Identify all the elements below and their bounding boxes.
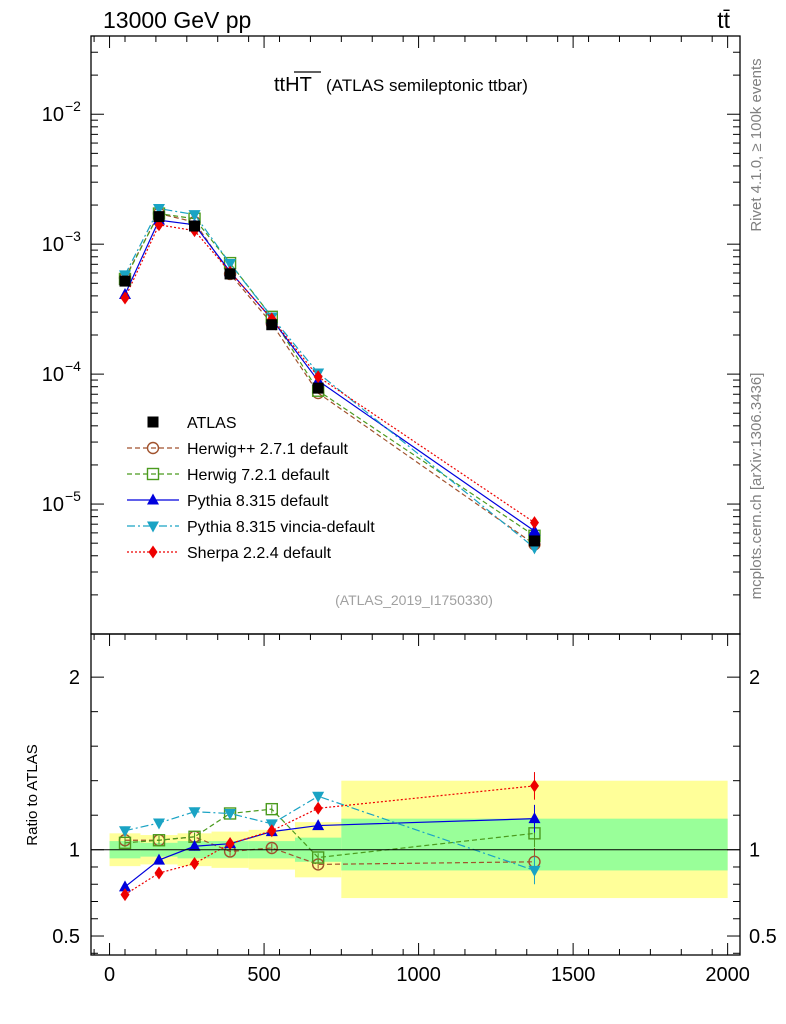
y-main-tick-label: 10 bbox=[42, 494, 64, 516]
pythia-ratio-point bbox=[118, 880, 131, 892]
pythia-ratio-point bbox=[528, 812, 541, 824]
ratio-y-axis-label: Ratio to ATLAS bbox=[24, 744, 41, 845]
y-main-tick-label: 10 bbox=[42, 364, 64, 386]
legend: ATLAS Herwig++ 2.7.1 default Herwig 7.2.1 … bbox=[127, 415, 375, 562]
pythia-ratio-point bbox=[312, 819, 325, 831]
observable-overline: HT bbox=[285, 74, 312, 96]
sherpa-main-point bbox=[529, 516, 539, 530]
herwig7-ratio-point bbox=[311, 851, 325, 864]
observable-prefix: tt bbox=[274, 74, 286, 96]
y-ratio-tick-label-right: 1 bbox=[749, 840, 760, 862]
y-ratio-tick-label-right: 0.5 bbox=[749, 926, 777, 948]
data-legend-marker bbox=[147, 416, 159, 428]
sherpa-main-point bbox=[120, 291, 130, 305]
vincia-ratio-point bbox=[312, 791, 325, 803]
herwig_pp-ratio-point bbox=[265, 841, 278, 855]
observable-description: (ATLAS semileptonic ttbar) bbox=[326, 76, 528, 95]
herwig7-main-curve bbox=[124, 212, 535, 537]
sherpa-ratio-point bbox=[225, 837, 235, 851]
ratio-panel-frame bbox=[90, 633, 741, 956]
y-main-tick-exponent: −2 bbox=[65, 98, 81, 114]
atlas-data-point bbox=[224, 268, 236, 280]
pythia-ratio-point bbox=[152, 853, 165, 865]
atlas-data-point bbox=[189, 220, 201, 232]
atlas-data-point bbox=[119, 275, 131, 287]
sherpa-ratio-point bbox=[154, 866, 164, 880]
pythia-main-curve bbox=[124, 219, 535, 532]
y-ratio-tick-label: 0.5 bbox=[52, 926, 80, 948]
energy-label: 13000 GeV pp bbox=[103, 7, 251, 33]
pythia-legend-label: Pythia 8.315 default bbox=[187, 493, 329, 510]
rivet-version-label: Rivet 4.1.0, ≥ 100k events bbox=[748, 58, 765, 231]
sherpa-ratio-point bbox=[529, 779, 539, 793]
y-ratio-tick-label: 1 bbox=[69, 840, 80, 862]
herwig_pp-legend-marker bbox=[146, 441, 160, 455]
vincia-ratio-point bbox=[152, 818, 165, 830]
vincia-legend-marker bbox=[147, 521, 159, 533]
herwig7-legend-marker bbox=[146, 467, 160, 481]
y-ratio-tick-label: 2 bbox=[69, 667, 80, 689]
atlas-data-point bbox=[528, 535, 540, 547]
pythia-main-point bbox=[528, 524, 541, 536]
vincia-ratio-point bbox=[224, 808, 237, 820]
y-main-tick-label: 10 bbox=[42, 234, 64, 256]
sherpa-ratio-point bbox=[267, 824, 277, 838]
vincia-ratio-point bbox=[528, 865, 541, 877]
atlas-data-point bbox=[153, 211, 165, 223]
sherpa-legend-label: Sherpa 2.2.4 default bbox=[187, 545, 332, 562]
vincia-main-point bbox=[224, 259, 237, 271]
atlas-data-point bbox=[266, 319, 278, 331]
herwig7-ratio-point bbox=[152, 834, 166, 847]
herwig7-legend-label: Herwig 7.2.1 default bbox=[187, 467, 330, 484]
y-ratio-tick-label-right: 2 bbox=[749, 667, 760, 689]
herwig7-ratio-point bbox=[265, 802, 278, 816]
x-tick-label: 0 bbox=[104, 964, 115, 986]
y-main-tick-label: 10 bbox=[42, 104, 64, 126]
sherpa-main-point bbox=[313, 370, 323, 384]
observable-title: ttHT bbox=[274, 74, 312, 96]
sherpa-ratio-point bbox=[313, 801, 323, 815]
x-tick-label: 2000 bbox=[705, 964, 750, 986]
x-tick-label: 1500 bbox=[551, 964, 596, 986]
sherpa-ratio-point bbox=[190, 857, 200, 871]
vincia-main-point bbox=[188, 210, 201, 222]
herwig_pp-legend-label: Herwig++ 2.7.1 default bbox=[187, 441, 349, 458]
analysis-id: (ATLAS_2019_I1750330) bbox=[335, 592, 493, 608]
y-main-tick-exponent: −4 bbox=[65, 358, 81, 374]
sherpa-ratio-point bbox=[120, 888, 130, 902]
x-tick-label: 1000 bbox=[396, 964, 441, 986]
vincia-ratio-point bbox=[118, 826, 131, 838]
atlas-data-point bbox=[312, 382, 324, 394]
data-legend-label: ATLAS bbox=[187, 415, 237, 432]
vincia-ratio-point bbox=[188, 807, 201, 819]
vincia-legend-label: Pythia 8.315 vincia-default bbox=[187, 519, 375, 536]
y-main-tick-exponent: −5 bbox=[65, 488, 81, 504]
vincia-main-point bbox=[152, 204, 165, 216]
x-tick-label: 500 bbox=[247, 964, 280, 986]
process-label: tt̄ bbox=[717, 7, 730, 33]
mcplots-reference-label: mcplots.cern.ch [arXiv:1306.3436] bbox=[748, 373, 765, 600]
y-main-tick-exponent: −3 bbox=[65, 228, 81, 244]
pythia-ratio-point bbox=[188, 839, 201, 851]
pythia-legend-marker bbox=[147, 493, 159, 505]
sherpa-legend-marker bbox=[148, 545, 158, 559]
herwig7-ratio-point bbox=[118, 836, 132, 850]
